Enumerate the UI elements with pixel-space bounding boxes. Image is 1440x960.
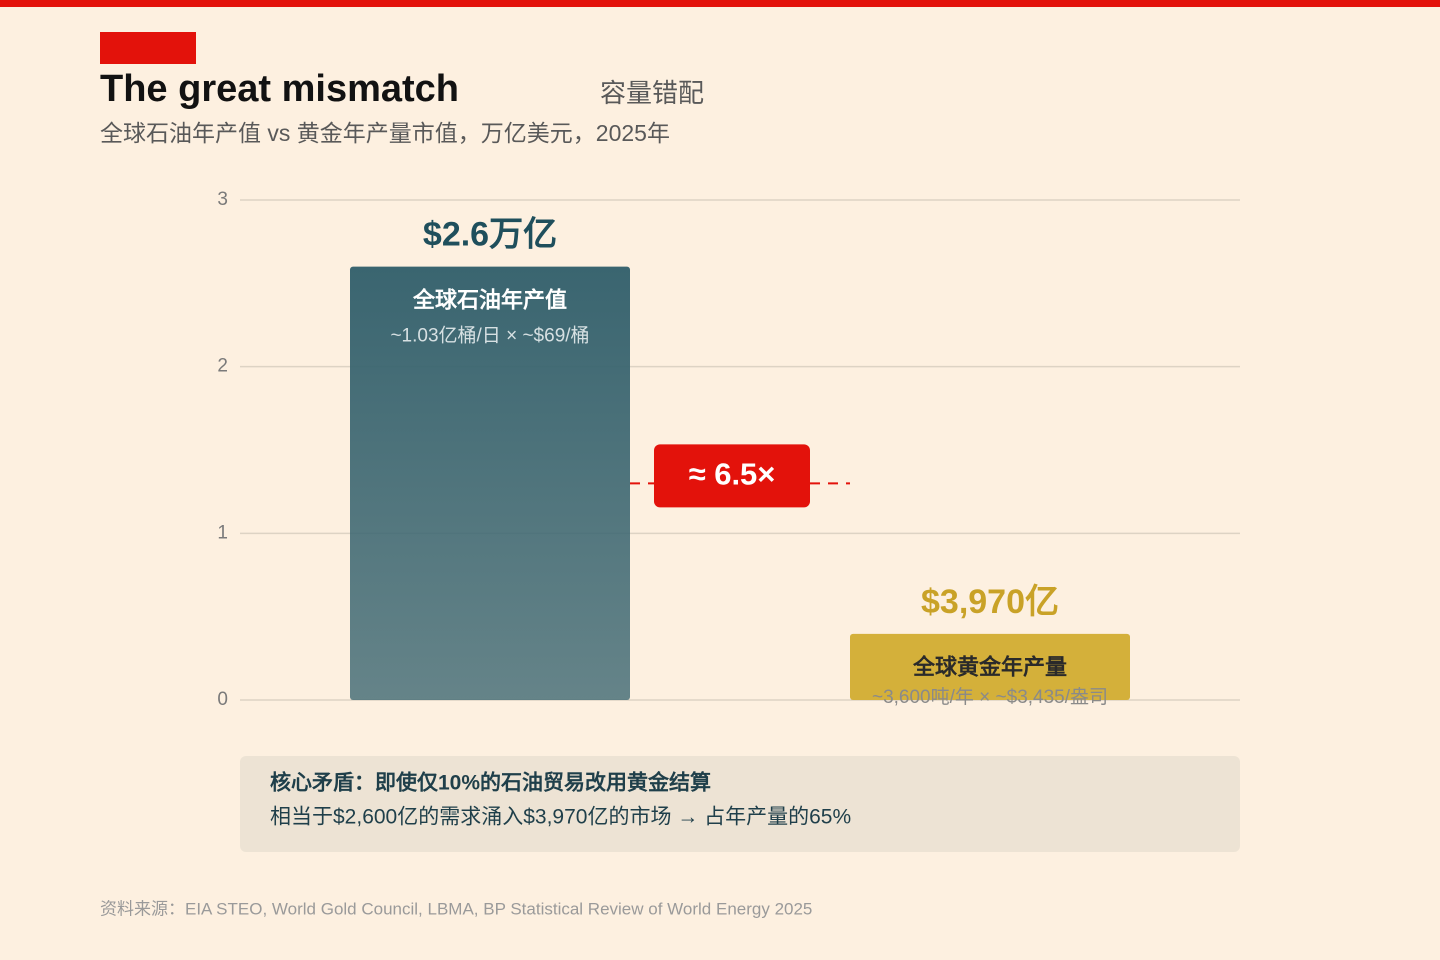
value-label: $2.6万亿	[423, 216, 557, 254]
bar	[850, 633, 1130, 700]
bar	[350, 266, 630, 700]
ratio-label: ≈ 6.5×	[689, 457, 776, 492]
y-tick-label: 1	[217, 522, 228, 543]
subtitle: 全球石油年产值 vs 黄金年产量市值，万亿美元，2025年	[100, 120, 670, 146]
callout-box	[240, 756, 1240, 852]
y-tick-label: 3	[217, 189, 228, 210]
value-label: $3,970亿	[921, 583, 1059, 621]
ratio-badge	[654, 444, 810, 508]
category-label: 全球黄金年产量	[912, 655, 1067, 680]
callout-text: 相当于$2,600亿的需求涌入$3,970亿的市场 → 占年产量的65%	[270, 806, 851, 829]
brand-tag	[100, 32, 196, 64]
callout-title: 核心矛盾：即使仅10%的石油贸易改用黄金结算	[270, 771, 711, 795]
source: 资料来源：EIA STEO, World Gold Council, LBMA,…	[100, 899, 812, 918]
chart-title: The great mismatch	[100, 68, 459, 110]
category-note: ~1.03亿桶/日 × ~$69/桶	[390, 325, 589, 347]
y-tick-label: 2	[217, 356, 228, 377]
category-label: 全球石油年产值	[412, 287, 567, 312]
top-rule	[0, 0, 1440, 7]
category-note: ~3,600吨/年 × ~$3,435/盎司	[872, 686, 1108, 708]
title-tag: 容量错配	[600, 78, 704, 108]
y-tick-label: 0	[217, 689, 228, 710]
